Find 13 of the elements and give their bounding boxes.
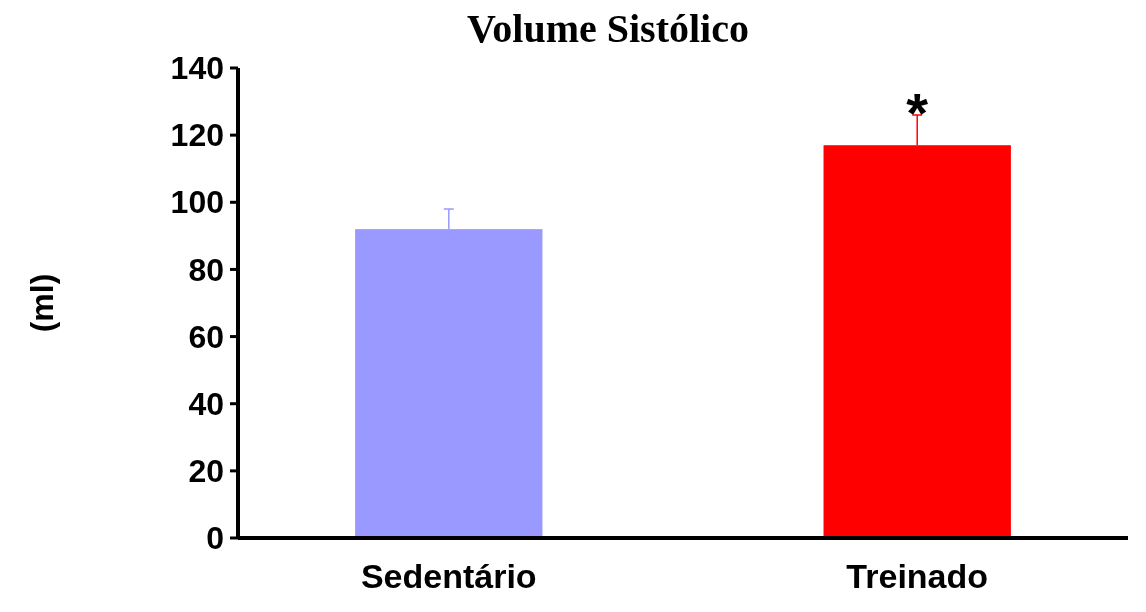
annotation: * [906,81,929,145]
y-tick-label: 120 [170,117,224,154]
y-tick-label: 140 [170,50,224,87]
x-tick-label: Sedentário [360,557,537,595]
y-tick-label: 60 [188,318,224,355]
x-tick-label: Treinado [846,557,989,595]
y-tick-label: 40 [188,385,224,422]
y-tick-label: 80 [188,251,224,288]
y-axis-title: (ml) [24,273,60,333]
y-tick-label: 100 [170,184,224,221]
chart-title: Volume Sistólico [467,6,749,51]
y-tick-label: 20 [188,453,224,490]
y-tick-label: 0 [206,520,224,557]
